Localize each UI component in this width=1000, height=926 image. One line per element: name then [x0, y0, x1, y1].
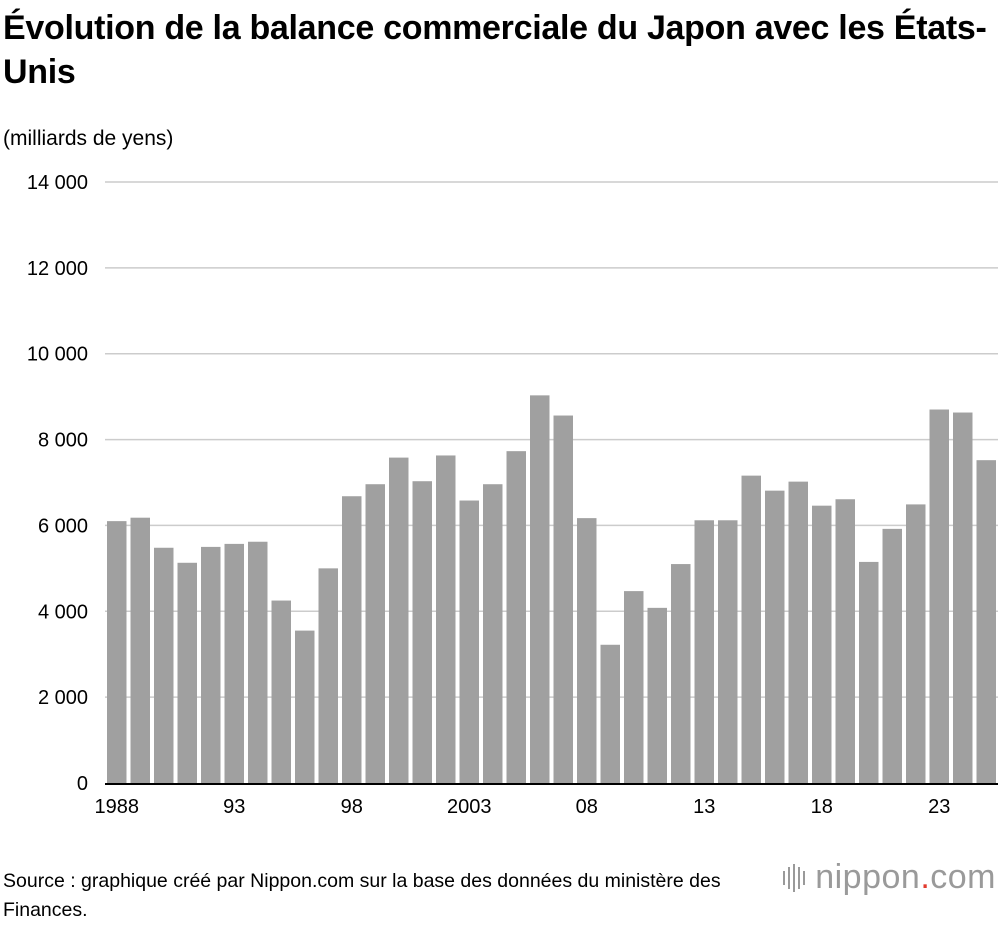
- bar: [177, 562, 197, 783]
- x-tick-label: 23: [928, 796, 950, 818]
- bar: [506, 451, 526, 783]
- x-tick-label: 13: [693, 796, 715, 818]
- x-tick-label: 08: [576, 796, 598, 818]
- bars: [107, 395, 996, 783]
- source-note: Source : graphique créé par Nippon.com s…: [3, 870, 721, 921]
- x-tick-label: 18: [811, 796, 833, 818]
- y-tick-label: 12 000: [27, 258, 88, 280]
- x-tick-label: 98: [341, 796, 363, 818]
- bar: [553, 415, 573, 783]
- bar: [953, 412, 973, 783]
- bar: [224, 543, 244, 783]
- bar: [647, 607, 667, 783]
- y-tick-label: 0: [77, 773, 88, 795]
- bar: [530, 395, 550, 783]
- bar: [107, 521, 127, 783]
- bar: [624, 591, 644, 783]
- bar: [154, 547, 174, 783]
- bar: [929, 409, 949, 783]
- bar: [671, 564, 691, 783]
- bar: [365, 484, 385, 783]
- bar: [882, 528, 902, 783]
- x-tick-label: 2003: [447, 796, 492, 818]
- bar: [459, 500, 479, 783]
- bar: [976, 460, 996, 783]
- logo-bars-icon: [783, 863, 806, 892]
- y-tick-label: 14 000: [27, 172, 88, 194]
- bar: [600, 644, 620, 783]
- bar: [412, 481, 432, 783]
- x-tick-label: 1988: [95, 796, 140, 818]
- unit-label: (milliards de yens): [3, 127, 174, 150]
- y-tick-label: 4 000: [38, 601, 88, 623]
- y-tick-label: 8 000: [38, 430, 88, 452]
- bar: [765, 490, 785, 783]
- x-tick-labels: 1988 93 98 2003 08 13 18 23: [95, 796, 951, 818]
- bar: [835, 499, 855, 783]
- nippon-com-logo: nippon.com: [783, 858, 996, 897]
- bar: [812, 505, 832, 783]
- bar: [694, 520, 714, 783]
- bar: [248, 541, 268, 783]
- y-tick-label: 2 000: [38, 687, 88, 709]
- bar: [859, 561, 879, 783]
- bar: [389, 457, 409, 783]
- logo-wordmark: nippon.com: [815, 858, 996, 896]
- bar: [295, 630, 315, 783]
- bar: [271, 600, 291, 783]
- bar: [718, 520, 738, 783]
- y-tick-labels: 0 2 000 4 000 6 000 8 000 10 000 12 000 14 000: [27, 172, 88, 795]
- bar: [741, 475, 761, 783]
- chart-title: Évolution de la balance commerciale du J…: [3, 9, 987, 91]
- bar: [318, 568, 338, 783]
- y-tick-label: 6 000: [38, 515, 88, 537]
- bar: [483, 484, 503, 783]
- bar: [436, 455, 456, 783]
- x-tick-label: 93: [223, 796, 245, 818]
- y-tick-label: 10 000: [27, 344, 88, 366]
- bar: [577, 518, 597, 783]
- bar: [788, 481, 808, 783]
- bar: [342, 496, 362, 783]
- bar: [130, 517, 150, 783]
- bar: [201, 546, 221, 783]
- bar: [906, 504, 926, 783]
